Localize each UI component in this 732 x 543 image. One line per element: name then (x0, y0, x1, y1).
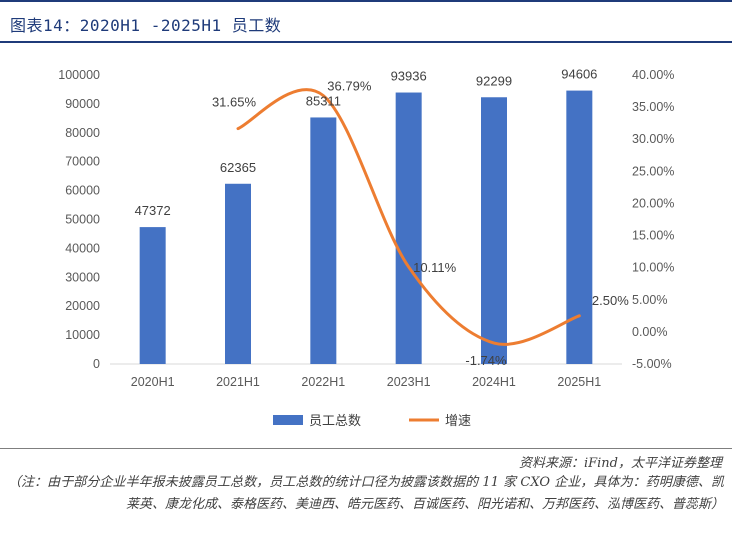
left-axis-tick-label: 50000 (65, 213, 100, 227)
title-bar: 图表14：2020H1 -2025H1 员工数 (0, 0, 732, 43)
left-axis-tick-label: 0 (93, 357, 100, 371)
growth-value-label: 31.65% (212, 95, 257, 110)
right-axis-tick-label: -5.00% (632, 357, 672, 371)
right-axis-tick-label: 0.00% (632, 325, 667, 339)
x-tick-label: 2021H1 (216, 375, 260, 389)
left-axis-tick-label: 80000 (65, 126, 100, 140)
bar-2022H1 (310, 117, 337, 365)
left-axis-tick-label: 100000 (58, 68, 100, 82)
bar-2025H1 (566, 90, 593, 365)
growth-value-label: -1.74% (465, 353, 507, 368)
bar-value-label: 62365 (220, 160, 256, 175)
combo-chart: 0 10000 20000 30000 40000 50000 60000 70000 8000… (58, 67, 674, 429)
right-axis-tick-label: 25.00% (632, 164, 674, 178)
x-tick-label: 2025H1 (557, 375, 601, 389)
growth-value-label: 36.79% (327, 79, 372, 94)
bar-2024H1 (481, 97, 507, 364)
legend-swatch-bar (273, 415, 303, 425)
growth-value-label: 2.50% (592, 293, 629, 308)
footer-divider (0, 448, 732, 449)
left-axis-tick-label: 30000 (65, 270, 100, 284)
right-axis-tick-label: 15.00% (632, 229, 674, 243)
x-tick-label: 2023H1 (387, 375, 431, 389)
chart-title: 图表14：2020H1 -2025H1 员工数 (10, 16, 282, 35)
left-axis-tick-label: 60000 (65, 184, 100, 198)
right-axis-tick-label: 10.00% (632, 261, 674, 275)
right-axis-tick-label: 35.00% (632, 100, 674, 114)
footnote-text: （注：由于部分企业半年报未披露员工总数，员工总数的统计口径为披露该数据的 11 … (8, 475, 724, 512)
left-axis-tick-label: 10000 (65, 328, 100, 342)
x-tick-label: 2020H1 (131, 375, 175, 389)
x-tick-label: 2024H1 (472, 375, 516, 389)
legend-label-bar: 员工总数 (309, 414, 361, 429)
growth-value-label: 10.11% (413, 260, 457, 275)
x-tick-label: 2022H1 (301, 375, 345, 389)
bar-value-label: 93936 (391, 69, 427, 84)
bar-value-label: 94606 (561, 67, 597, 82)
left-axis-tick-label: 40000 (65, 241, 100, 255)
right-axis-tick-label: 20.00% (632, 196, 674, 210)
bar-value-label: 47372 (135, 203, 171, 218)
right-axis-tick-label: 40.00% (632, 68, 674, 82)
growth-line (236, 88, 581, 346)
right-axis-tick-label: 5.00% (632, 293, 667, 307)
left-axis-tick-label: 90000 (65, 97, 100, 111)
bar-value-label: 85311 (306, 93, 341, 108)
left-axis-tick-label: 70000 (65, 155, 100, 169)
source-text: 资料来源：iFind，太平洋证券整理 (518, 456, 722, 471)
bar-value-label: 92299 (476, 73, 512, 88)
bar-2023H1 (395, 92, 422, 364)
left-axis-tick-label: 20000 (65, 299, 100, 313)
bar-2020H1 (139, 227, 166, 364)
bar-2021H1 (225, 183, 251, 364)
legend-label-line: 增速 (445, 414, 471, 429)
right-axis-tick-label: 30.00% (632, 132, 674, 146)
